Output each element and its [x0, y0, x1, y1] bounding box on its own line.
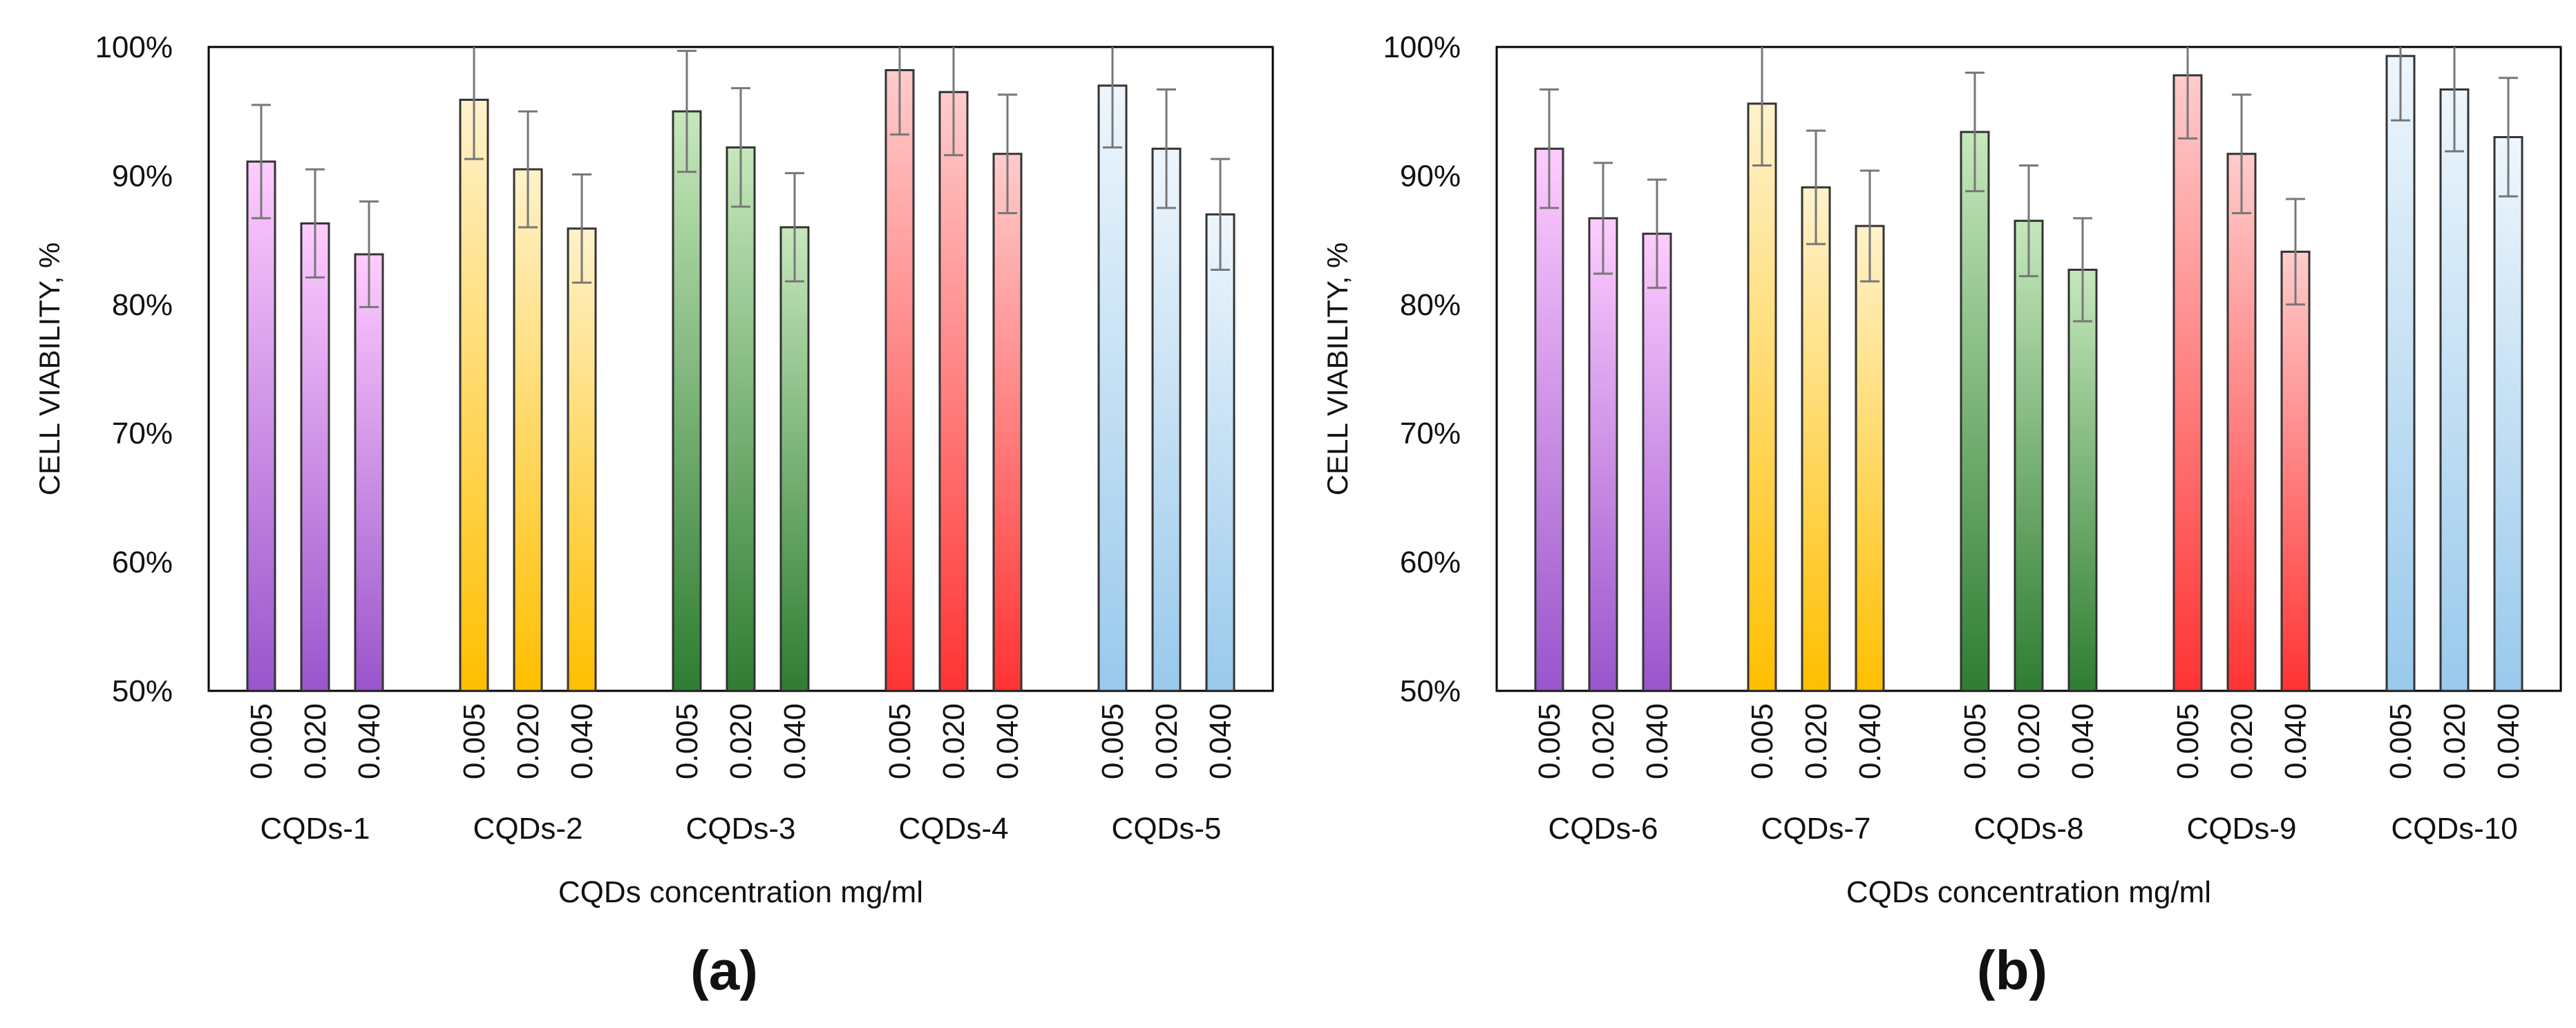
bar [354, 253, 384, 691]
group-label: CQDs-2 [473, 812, 583, 846]
x-axis-label: CQDs concentration mg/ml [558, 875, 923, 909]
bar [1960, 131, 1990, 691]
x-tick-label: 0.040 [352, 703, 386, 779]
y-axis-label: CELL VIABILITY, % [33, 242, 66, 496]
y-tick-label: 50% [112, 674, 173, 708]
bar [2493, 135, 2523, 691]
group-label: CQDs-4 [899, 812, 1009, 846]
bar [1534, 147, 1564, 691]
group-label: CQDs-10 [2391, 812, 2517, 846]
x-axis-label: CQDs concentration mg/ml [1846, 875, 2211, 909]
chart-panel-b: 50% 60% 70% 80% 90% 100% CELL VIABILITY, % 0.00… [1321, 30, 2562, 1001]
bar [1205, 213, 1235, 691]
group-label: CQDs-1 [261, 812, 370, 846]
x-tick-label: 0.040 [1640, 703, 1674, 779]
x-tick-label: 0.005 [2171, 703, 2205, 779]
x-tick-label: 0.005 [670, 703, 704, 779]
bar [567, 227, 597, 691]
group-label: CQDs-7 [1761, 812, 1871, 846]
x-tick-label: 0.005 [245, 703, 278, 779]
y-tick-label: 90% [112, 159, 173, 193]
x-tick-label: 0.040 [2279, 703, 2313, 779]
bar [246, 160, 276, 691]
y-tick-label: 100% [95, 30, 173, 64]
y-tick-label: 60% [1400, 546, 1461, 580]
y-tick-label: 90% [1400, 159, 1461, 193]
bar [1855, 225, 1885, 691]
bar [1642, 232, 1672, 691]
x-tick-label: 0.020 [2225, 703, 2259, 779]
bar [2226, 153, 2257, 691]
x-tick-label: 0.040 [778, 703, 812, 779]
bar [1747, 102, 1777, 691]
bar [2385, 55, 2416, 691]
y-axis-label: CELL VIABILITY, % [1321, 242, 1354, 496]
bar [2014, 220, 2044, 691]
x-tick-label: 0.005 [1958, 703, 1992, 779]
bar [1151, 147, 1182, 691]
x-tick-label: 0.040 [1853, 703, 1887, 779]
bar [2280, 250, 2311, 691]
x-tick-label: 0.020 [2012, 703, 2046, 779]
panel-label: (b) [1977, 940, 2047, 1001]
bar [992, 153, 1023, 691]
group-label: CQDs-9 [2187, 812, 2297, 846]
x-tick-label: 0.020 [724, 703, 758, 779]
x-tick-label: 0.005 [1533, 703, 1566, 779]
x-tick-label: 0.040 [2492, 703, 2526, 779]
x-tick-label: 0.040 [2066, 703, 2100, 779]
bars-layer [246, 47, 1235, 691]
y-tick-label: 70% [112, 417, 173, 450]
x-tick-label: 0.005 [457, 703, 491, 779]
x-tick-label: 0.005 [2384, 703, 2418, 779]
y-tick-label: 60% [112, 546, 173, 580]
group-label: CQDs-3 [686, 812, 796, 846]
x-tick-label: 0.005 [1745, 703, 1779, 779]
bars-layer [1534, 47, 2523, 691]
bar [884, 69, 915, 691]
bar [1588, 217, 1618, 691]
y-tick-label: 80% [1400, 288, 1461, 322]
x-tick-label: 0.020 [511, 703, 545, 779]
bar [779, 226, 810, 691]
bar [938, 91, 969, 691]
group-label: CQDs-5 [1112, 812, 1222, 846]
x-tick-label: 0.040 [565, 703, 599, 779]
bar [459, 98, 489, 691]
x-tick-label: 0.020 [1150, 703, 1184, 779]
bar [2172, 74, 2203, 691]
x-tick-label: 0.040 [991, 703, 1025, 779]
group-label: CQDs-8 [1974, 812, 2084, 846]
x-tick-label: 0.005 [883, 703, 917, 779]
bar [2067, 268, 2098, 691]
bar [1801, 186, 1831, 691]
y-tick-label: 70% [1400, 417, 1461, 450]
x-tick-label: 0.020 [937, 703, 971, 779]
x-tick-label: 0.020 [2438, 703, 2472, 779]
bar [726, 146, 756, 691]
y-tick-label: 100% [1383, 30, 1461, 64]
bar [1097, 84, 1128, 691]
x-tick-label: 0.040 [1204, 703, 1238, 779]
bar [300, 222, 330, 691]
x-tick-label: 0.005 [1096, 703, 1130, 779]
y-tick-label: 80% [112, 288, 173, 322]
chart-panel-a: 50% 60% 70% 80% 90% 100% CELL VIABILITY, % 0.00… [33, 30, 1274, 1001]
x-tick-label: 0.020 [299, 703, 332, 779]
bar [513, 168, 543, 691]
x-tick-label: 0.020 [1587, 703, 1620, 779]
panel-label: (a) [690, 940, 758, 1001]
bar [672, 110, 702, 691]
y-tick-label: 50% [1400, 674, 1461, 708]
bar [2439, 88, 2470, 691]
group-label: CQDs-6 [1549, 812, 1658, 846]
x-tick-label: 0.020 [1799, 703, 1833, 779]
